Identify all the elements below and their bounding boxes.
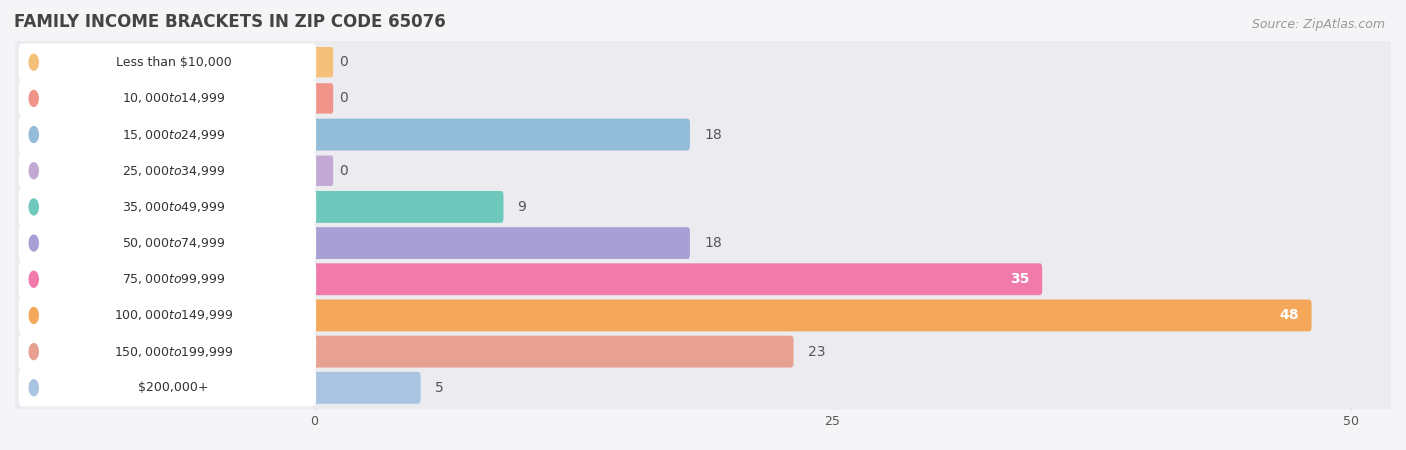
Circle shape [30, 380, 38, 396]
Text: $150,000 to $199,999: $150,000 to $199,999 [114, 345, 233, 359]
FancyBboxPatch shape [18, 297, 316, 334]
Text: 18: 18 [704, 127, 721, 142]
Text: 0: 0 [339, 91, 349, 105]
Circle shape [30, 235, 38, 251]
Text: 0: 0 [339, 55, 349, 69]
FancyBboxPatch shape [312, 227, 690, 259]
FancyBboxPatch shape [15, 113, 1391, 156]
Text: 5: 5 [434, 381, 443, 395]
Circle shape [30, 54, 38, 70]
Text: $10,000 to $14,999: $10,000 to $14,999 [122, 91, 225, 105]
FancyBboxPatch shape [18, 261, 316, 298]
Text: 35: 35 [1010, 272, 1029, 286]
Text: Less than $10,000: Less than $10,000 [115, 56, 232, 69]
FancyBboxPatch shape [15, 185, 1391, 228]
Circle shape [30, 163, 38, 179]
Text: 0: 0 [339, 164, 349, 178]
FancyBboxPatch shape [18, 80, 316, 117]
Text: 48: 48 [1279, 308, 1299, 323]
FancyBboxPatch shape [15, 330, 1391, 373]
FancyBboxPatch shape [18, 225, 316, 262]
FancyBboxPatch shape [312, 336, 793, 368]
FancyBboxPatch shape [312, 191, 503, 223]
Circle shape [30, 90, 38, 106]
Text: $25,000 to $34,999: $25,000 to $34,999 [122, 164, 225, 178]
FancyBboxPatch shape [18, 116, 316, 153]
FancyBboxPatch shape [15, 222, 1391, 265]
Text: $50,000 to $74,999: $50,000 to $74,999 [122, 236, 225, 250]
Circle shape [30, 271, 38, 287]
Text: FAMILY INCOME BRACKETS IN ZIP CODE 65076: FAMILY INCOME BRACKETS IN ZIP CODE 65076 [14, 13, 446, 31]
Circle shape [30, 126, 38, 143]
FancyBboxPatch shape [18, 152, 316, 189]
Text: Source: ZipAtlas.com: Source: ZipAtlas.com [1251, 18, 1385, 31]
FancyBboxPatch shape [15, 294, 1391, 337]
Text: 18: 18 [704, 236, 721, 250]
FancyBboxPatch shape [15, 149, 1391, 192]
Circle shape [30, 307, 38, 324]
FancyBboxPatch shape [18, 44, 316, 81]
Text: 23: 23 [807, 345, 825, 359]
Text: $15,000 to $24,999: $15,000 to $24,999 [122, 127, 225, 142]
Circle shape [30, 199, 38, 215]
Text: $200,000+: $200,000+ [138, 381, 209, 394]
FancyBboxPatch shape [18, 188, 316, 225]
Text: 9: 9 [517, 200, 526, 214]
FancyBboxPatch shape [312, 156, 333, 186]
FancyBboxPatch shape [18, 333, 316, 370]
FancyBboxPatch shape [312, 372, 420, 404]
FancyBboxPatch shape [312, 300, 1312, 331]
FancyBboxPatch shape [15, 366, 1391, 409]
FancyBboxPatch shape [312, 83, 333, 113]
Text: $75,000 to $99,999: $75,000 to $99,999 [122, 272, 225, 286]
FancyBboxPatch shape [312, 47, 333, 77]
FancyBboxPatch shape [15, 77, 1391, 120]
Circle shape [30, 344, 38, 360]
Text: $100,000 to $149,999: $100,000 to $149,999 [114, 308, 233, 323]
FancyBboxPatch shape [18, 369, 316, 406]
FancyBboxPatch shape [15, 41, 1391, 84]
FancyBboxPatch shape [312, 119, 690, 150]
Text: $35,000 to $49,999: $35,000 to $49,999 [122, 200, 225, 214]
FancyBboxPatch shape [15, 258, 1391, 301]
FancyBboxPatch shape [312, 263, 1042, 295]
